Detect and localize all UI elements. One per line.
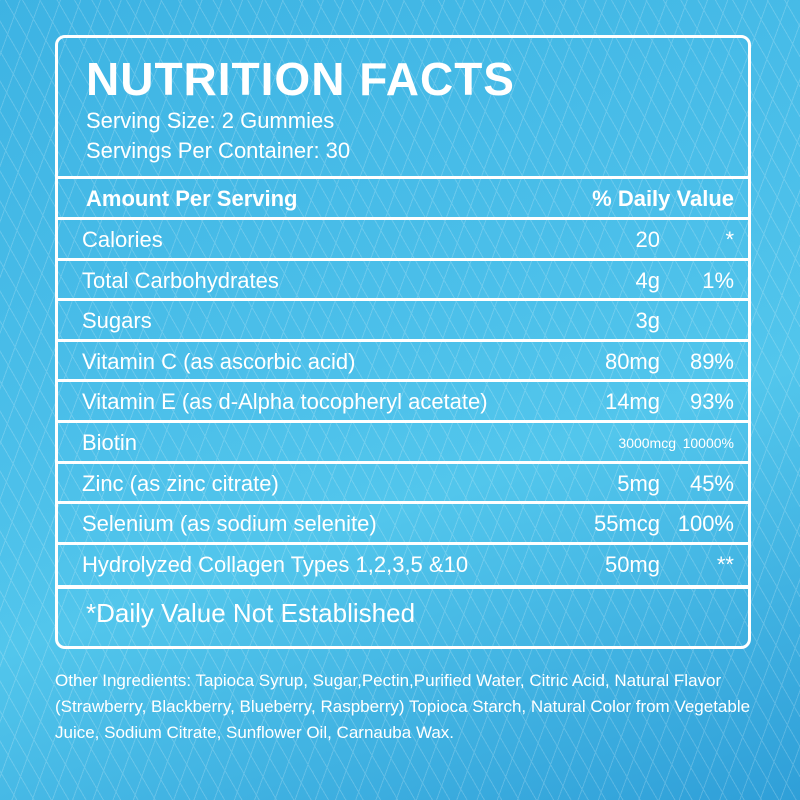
table-row: Total Carbohydrates 4g 1% [58,261,748,301]
nutrient-daily-value: 1% [702,267,734,293]
divider [58,257,748,261]
nutrient-daily-value: 100% [677,511,734,537]
divider [58,217,748,220]
table-row: Calories 20 * [58,220,748,260]
other-ingredients: Other Ingredients: Tapioca Syrup, Sugar,… [55,671,751,742]
nutrient-amount: 50mg [604,551,660,577]
header-amount: Amount Per Serving [86,186,298,211]
nutrient-daily-value: 93% [689,389,734,415]
divider [58,585,748,589]
nutrient-daily-value: 45% [689,470,734,496]
nutrient-amount: 3g [635,308,660,334]
divider [58,460,748,464]
nutrient-daily-value: 10000% [682,435,734,451]
nutrition-facts-panel: NUTRITION FACTS Serving Size: 2 Gummies … [55,35,751,649]
table-row: Vitamin E (as d-Alpha tocopheryl acetate… [58,382,748,422]
table-row: Zinc (as zinc citrate) 5mg 45% [58,464,748,504]
nutrient-amount: 55mcg [593,511,660,537]
table-row: Biotin 3000mcg 10000% [58,423,748,463]
nutrient-amount: 14mg [604,389,660,415]
nutrient-amount: 5mg [617,470,660,496]
nutrient-name: Vitamin E (as d-Alpha tocopheryl acetate… [82,389,488,415]
nutrient-amount: 20 [635,227,660,252]
nutrient-amount: 80mg [604,348,660,374]
table-row: Vitamin C (as ascorbic acid) 80mg 89% [58,342,748,382]
serving-size: Serving Size: 2 Gummies [86,108,335,133]
divider [58,501,748,505]
header-daily-value: % Daily Value [592,186,734,211]
divider [58,176,748,179]
nutrient-name: Total Carbohydrates [82,267,279,293]
divider [58,420,748,423]
nutrient-name: Vitamin C (as ascorbic acid) [82,348,356,374]
nutrient-daily-value: 89% [689,348,734,374]
panel-title: NUTRITION FACTS [86,53,515,105]
table-row: Hydrolyzed Collagen Types 1,2,3,5 &10 50m… [58,545,748,585]
nutrient-name: Sugars [82,308,152,334]
table-row: Sugars 3g [58,301,748,341]
divider [58,541,748,545]
table-header: Amount Per Serving % Daily Value [58,179,748,219]
nutrient-amount: 4g [635,267,660,293]
nutrient-name: Hydrolyzed Collagen Types 1,2,3,5 &10 [82,551,469,577]
nutrient-name: Zinc (as zinc citrate) [82,470,279,496]
nutrient-name: Calories [82,227,163,252]
nutrient-name: Selenium (as sodium selenite) [82,511,377,537]
nutrient-amount: 3000mcg [618,435,676,451]
divider [58,338,748,342]
nutrient-name: Biotin [82,430,138,455]
table-row: Selenium (as sodium selenite) 55mcg 100% [58,504,748,544]
servings-per-container: Servings Per Container: 30 [86,138,351,163]
nutrient-daily-value: ** [716,551,734,577]
divider [58,298,748,302]
divider [58,379,748,383]
footnote: *Daily Value Not Established [86,598,416,628]
nutrient-daily-value: * [725,227,734,252]
